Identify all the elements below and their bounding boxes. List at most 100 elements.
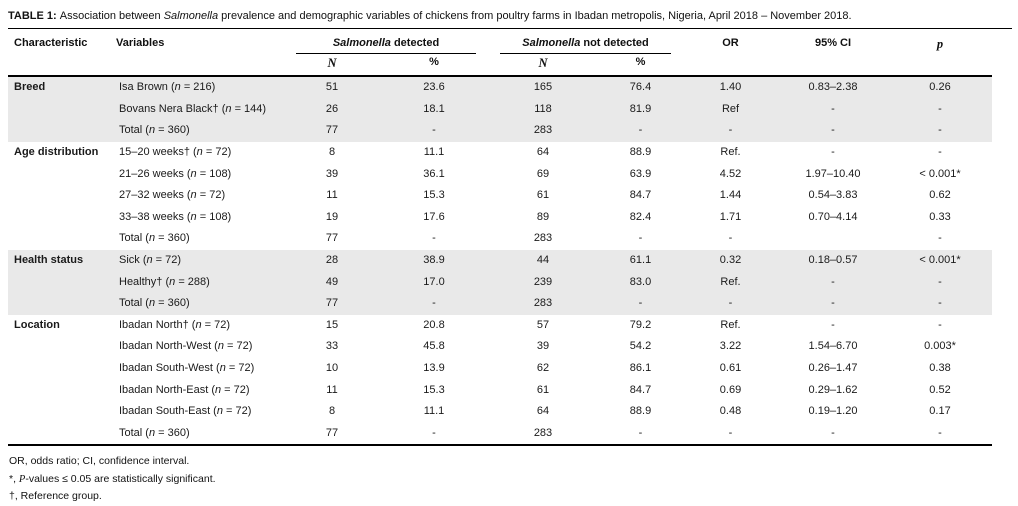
p-value-cell: - bbox=[938, 297, 942, 310]
detected-n-cell: 77 bbox=[325, 124, 339, 137]
ci-cell: 0.70–4.14 bbox=[808, 210, 858, 223]
p-value-cell: < 0.001* bbox=[919, 254, 961, 267]
ci-cell: - bbox=[778, 422, 888, 447]
notdetected-n-cell: 89 bbox=[536, 210, 550, 223]
table-row: 33–38 weeks (n = 108) 19 17.6 89 82.4 1.71 0.7… bbox=[8, 207, 992, 229]
detected-n-cell: 15 bbox=[325, 318, 339, 331]
detected-pct-cell: 20.8 bbox=[423, 318, 445, 331]
col-header-or: OR bbox=[683, 29, 778, 77]
table-row: Total (n = 360) 77 - 283 - - - bbox=[8, 228, 992, 250]
col-header-ci: 95% CI bbox=[778, 29, 888, 77]
detected-n-cell: 77 bbox=[325, 232, 339, 245]
notdetected-pct-cell: 88.9 bbox=[629, 405, 652, 418]
detected-n-cell: 28 bbox=[325, 254, 339, 267]
p-value-cell: 0.38 bbox=[929, 362, 951, 375]
variable-cell: Healthy† (n = 288) bbox=[119, 275, 210, 288]
p-value-cell: - bbox=[938, 275, 942, 288]
odds-ratio-cell: 0.32 bbox=[719, 254, 742, 267]
p-value-cell: < 0.001* bbox=[919, 167, 961, 180]
footnote: OR, odds ratio; CI, confidence interval. bbox=[9, 455, 190, 468]
col-header-p: p bbox=[888, 29, 992, 77]
p-value-cell: - bbox=[938, 146, 942, 159]
detected-pct-cell: 38.9 bbox=[423, 254, 445, 267]
variable-cell: Total (n = 360) bbox=[119, 297, 190, 310]
table-caption: TABLE 1: Association between Salmonella … bbox=[8, 9, 1012, 29]
notdetected-pct-cell: 88.9 bbox=[629, 146, 652, 159]
table-row: Location Ibadan North† (n = 72) 15 20.8 57 79… bbox=[8, 315, 992, 337]
detected-pct-cell: 13.9 bbox=[423, 362, 445, 375]
table-header: Characteristic Variables Salmonella dete… bbox=[8, 29, 992, 77]
odds-ratio-cell: 0.48 bbox=[719, 405, 742, 418]
notdetected-pct-cell: - bbox=[638, 124, 643, 137]
characteristic-cell bbox=[8, 228, 116, 250]
detected-pct-cell: 23.6 bbox=[423, 81, 445, 94]
variable-cell: Ibadan North† (n = 72) bbox=[119, 318, 230, 331]
table-row: Bovans Nera Black† (n = 144) 26 18.1 118 81.… bbox=[8, 98, 992, 121]
col-header-variables: Variables bbox=[116, 29, 284, 77]
notdetected-n-cell: 39 bbox=[536, 340, 550, 353]
ci-cell: - bbox=[831, 146, 835, 159]
variable-cell: Ibadan South-West (n = 72) bbox=[119, 362, 255, 375]
notdetected-pct-cell: 76.4 bbox=[629, 81, 652, 94]
notdetected-n-cell: 283 bbox=[533, 124, 553, 137]
table-row: 27–32 weeks (n = 72) 11 15.3 61 84.7 1.44 0.54… bbox=[8, 185, 992, 207]
table-row: Breed Isa Brown (n = 216) 51 23.6 165 76.4 1.4… bbox=[8, 76, 992, 99]
variable-cell: Ibadan North-West (n = 72) bbox=[119, 340, 253, 353]
variable-cell: Sick (n = 72) bbox=[119, 254, 182, 267]
detected-pct-cell: 15.3 bbox=[423, 189, 445, 202]
association-table: Characteristic Variables Salmonella dete… bbox=[8, 29, 992, 447]
odds-ratio-cell: - bbox=[728, 124, 733, 137]
variable-cell: 21–26 weeks (n = 108) bbox=[119, 167, 232, 180]
p-value-cell: 0.17 bbox=[929, 405, 951, 418]
notdetected-pct-cell: - bbox=[598, 422, 683, 447]
characteristic-cell bbox=[8, 358, 116, 380]
ci-cell bbox=[778, 228, 888, 250]
notdetected-n-cell: 165 bbox=[533, 81, 553, 94]
table-body: Breed Isa Brown (n = 216) 51 23.6 165 76.4 1.4… bbox=[8, 76, 992, 447]
detected-pct-cell: 17.0 bbox=[423, 275, 445, 288]
notdetected-pct-cell: - bbox=[638, 297, 643, 310]
detected-n-cell: 8 bbox=[328, 146, 336, 159]
variable-cell: 33–38 weeks (n = 108) bbox=[119, 210, 232, 223]
notdetected-n-cell: 283 bbox=[488, 422, 598, 447]
table-row: Ibadan North-East (n = 72) 11 15.3 61 84.7 0.… bbox=[8, 379, 992, 401]
characteristic-cell: Age distribution bbox=[14, 146, 99, 159]
ci-cell: - bbox=[831, 297, 835, 310]
notdetected-n-cell: 283 bbox=[533, 297, 553, 310]
notdetected-n-cell: 64 bbox=[536, 146, 550, 159]
characteristic-cell bbox=[8, 163, 116, 185]
table-row: Healthy† (n = 288) 49 17.0 239 83.0 Ref. - - bbox=[8, 271, 992, 293]
col-header-notdetected-pct: % bbox=[598, 54, 683, 77]
table-row: Ibadan South-East (n = 72) 8 11.1 64 88.9 0.4… bbox=[8, 401, 992, 423]
characteristic-cell: Location bbox=[14, 318, 60, 331]
table-row: Ibadan South-West (n = 72) 10 13.9 62 86.1 0.… bbox=[8, 358, 992, 380]
detected-pct-cell: - bbox=[432, 232, 436, 245]
detected-n-cell: 77 bbox=[325, 297, 339, 310]
odds-ratio-cell: 3.22 bbox=[719, 340, 742, 353]
detected-n-cell: 49 bbox=[325, 275, 339, 288]
notdetected-pct-cell: 63.9 bbox=[629, 167, 652, 180]
p-value-cell: 0.003* bbox=[924, 340, 956, 353]
notdetected-n-cell: 283 bbox=[533, 232, 553, 245]
detected-n-cell: 11 bbox=[326, 383, 338, 396]
table-row: Age distribution 15–20 weeks† (n = 72) 8 11… bbox=[8, 142, 992, 164]
ci-cell: 0.83–2.38 bbox=[808, 81, 858, 94]
notdetected-n-cell: 57 bbox=[536, 318, 550, 331]
p-value-cell: - bbox=[938, 318, 942, 331]
odds-ratio-cell: 1.44 bbox=[719, 189, 742, 202]
odds-ratio-cell: 1.71 bbox=[719, 210, 742, 223]
table-footnotes: OR, odds ratio; CI, confidence interval.… bbox=[8, 453, 1012, 506]
notdetected-pct-cell: 86.1 bbox=[629, 362, 652, 375]
ci-cell: - bbox=[831, 102, 835, 115]
variable-cell: Ibadan South-East (n = 72) bbox=[119, 405, 252, 418]
variable-cell: Total (n = 360) bbox=[119, 124, 190, 137]
variable-cell: 27–32 weeks (n = 72) bbox=[119, 189, 226, 202]
detected-n-cell: 11 bbox=[326, 189, 338, 202]
detected-n-cell: 33 bbox=[325, 340, 339, 353]
detected-pct-cell: - bbox=[432, 297, 436, 310]
notdetected-pct-cell: 54.2 bbox=[629, 340, 652, 353]
characteristic-cell bbox=[8, 99, 116, 121]
ci-cell: - bbox=[831, 275, 835, 288]
odds-ratio-cell: 4.52 bbox=[719, 167, 742, 180]
